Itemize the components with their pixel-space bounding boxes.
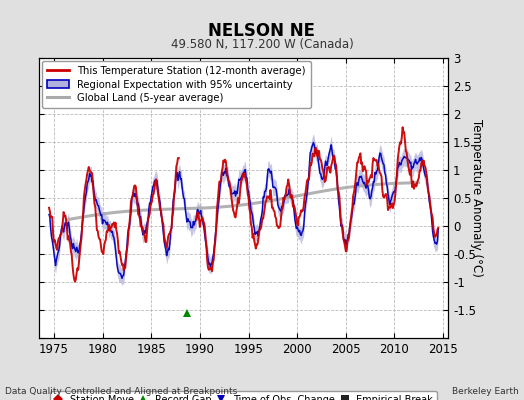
Y-axis label: Temperature Anomaly (°C): Temperature Anomaly (°C) [470, 119, 483, 277]
Text: 49.580 N, 117.200 W (Canada): 49.580 N, 117.200 W (Canada) [171, 38, 353, 51]
Legend: Station Move, Record Gap, Time of Obs. Change, Empirical Break: Station Move, Record Gap, Time of Obs. C… [50, 391, 437, 400]
Text: Data Quality Controlled and Aligned at Breakpoints: Data Quality Controlled and Aligned at B… [5, 387, 237, 396]
Text: Berkeley Earth: Berkeley Earth [452, 387, 519, 396]
Text: NELSON NE: NELSON NE [209, 22, 315, 40]
